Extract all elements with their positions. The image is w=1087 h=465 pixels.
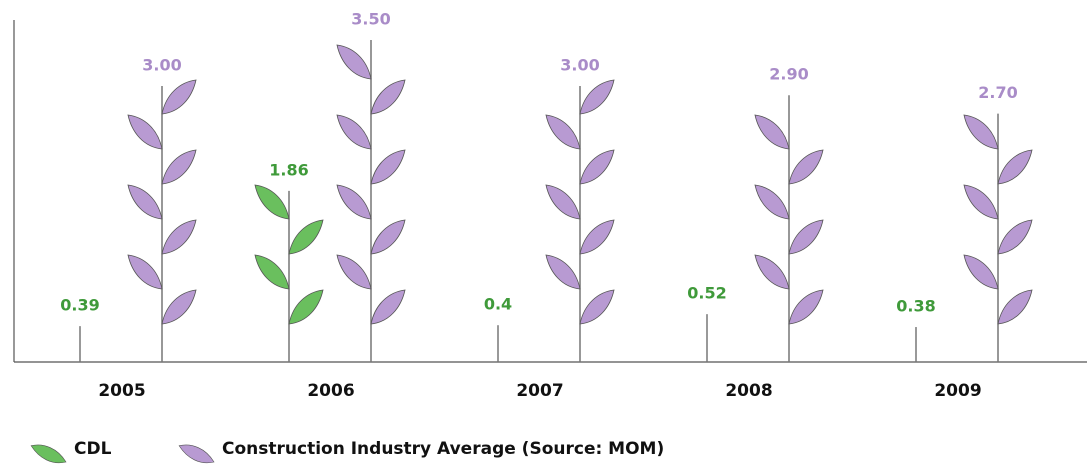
value-label: 0.39 <box>60 296 99 315</box>
leaf <box>370 79 406 115</box>
leaf <box>254 254 290 290</box>
leaf <box>997 289 1033 325</box>
leaf <box>545 254 581 290</box>
x-tick-label: 2008 <box>725 381 772 401</box>
leaf <box>288 289 324 325</box>
leaf <box>127 114 163 150</box>
leaf <box>579 149 615 185</box>
x-tick-label: 2009 <box>934 381 981 401</box>
value-label: 3.50 <box>351 10 390 29</box>
x-tick-label: 2007 <box>516 381 563 401</box>
legend-item: Construction Industry Average (Source: M… <box>178 439 664 464</box>
legend-swatch <box>30 444 67 464</box>
leaf <box>579 79 615 115</box>
leaf <box>336 184 372 220</box>
value-label: 0.52 <box>687 284 726 303</box>
legend-item: CDL <box>30 439 112 464</box>
leaf <box>963 254 999 290</box>
leaf <box>579 289 615 325</box>
value-label: 3.00 <box>560 56 599 75</box>
leaf <box>997 149 1033 185</box>
x-tick-label: 2006 <box>307 381 354 401</box>
leaf <box>370 149 406 185</box>
leaf <box>336 44 372 80</box>
value-label: 0.4 <box>484 295 512 314</box>
leaf <box>127 254 163 290</box>
leaf <box>754 184 790 220</box>
leaf <box>754 114 790 150</box>
leaf <box>254 184 290 220</box>
leaf <box>963 184 999 220</box>
leaf <box>545 114 581 150</box>
leaf <box>788 149 824 185</box>
value-label: 0.38 <box>896 297 935 316</box>
leaf <box>161 289 197 325</box>
leaf <box>161 79 197 115</box>
leaf <box>161 219 197 255</box>
value-label: 3.00 <box>142 56 181 75</box>
leaf <box>579 219 615 255</box>
plant <box>127 79 197 362</box>
leaf <box>963 114 999 150</box>
leaf <box>788 289 824 325</box>
leaf <box>288 219 324 255</box>
legend-swatch <box>178 444 215 464</box>
value-label: 2.90 <box>769 65 808 84</box>
plant <box>963 113 1033 362</box>
leaf <box>754 254 790 290</box>
leaf <box>127 184 163 220</box>
legend-label: CDL <box>74 439 112 459</box>
plant <box>754 95 824 362</box>
x-tick-label: 2005 <box>98 381 145 401</box>
leaf <box>997 219 1033 255</box>
value-label: 2.70 <box>978 83 1017 102</box>
leaf <box>545 184 581 220</box>
plant <box>545 79 615 362</box>
leaf <box>336 254 372 290</box>
leaf <box>788 219 824 255</box>
plant <box>336 40 406 362</box>
value-label: 1.86 <box>269 160 308 179</box>
leaf <box>161 149 197 185</box>
leaf <box>370 219 406 255</box>
legend-label: Construction Industry Average (Source: M… <box>222 439 664 459</box>
plant <box>254 184 324 362</box>
leaf <box>370 289 406 325</box>
leaf <box>336 114 372 150</box>
